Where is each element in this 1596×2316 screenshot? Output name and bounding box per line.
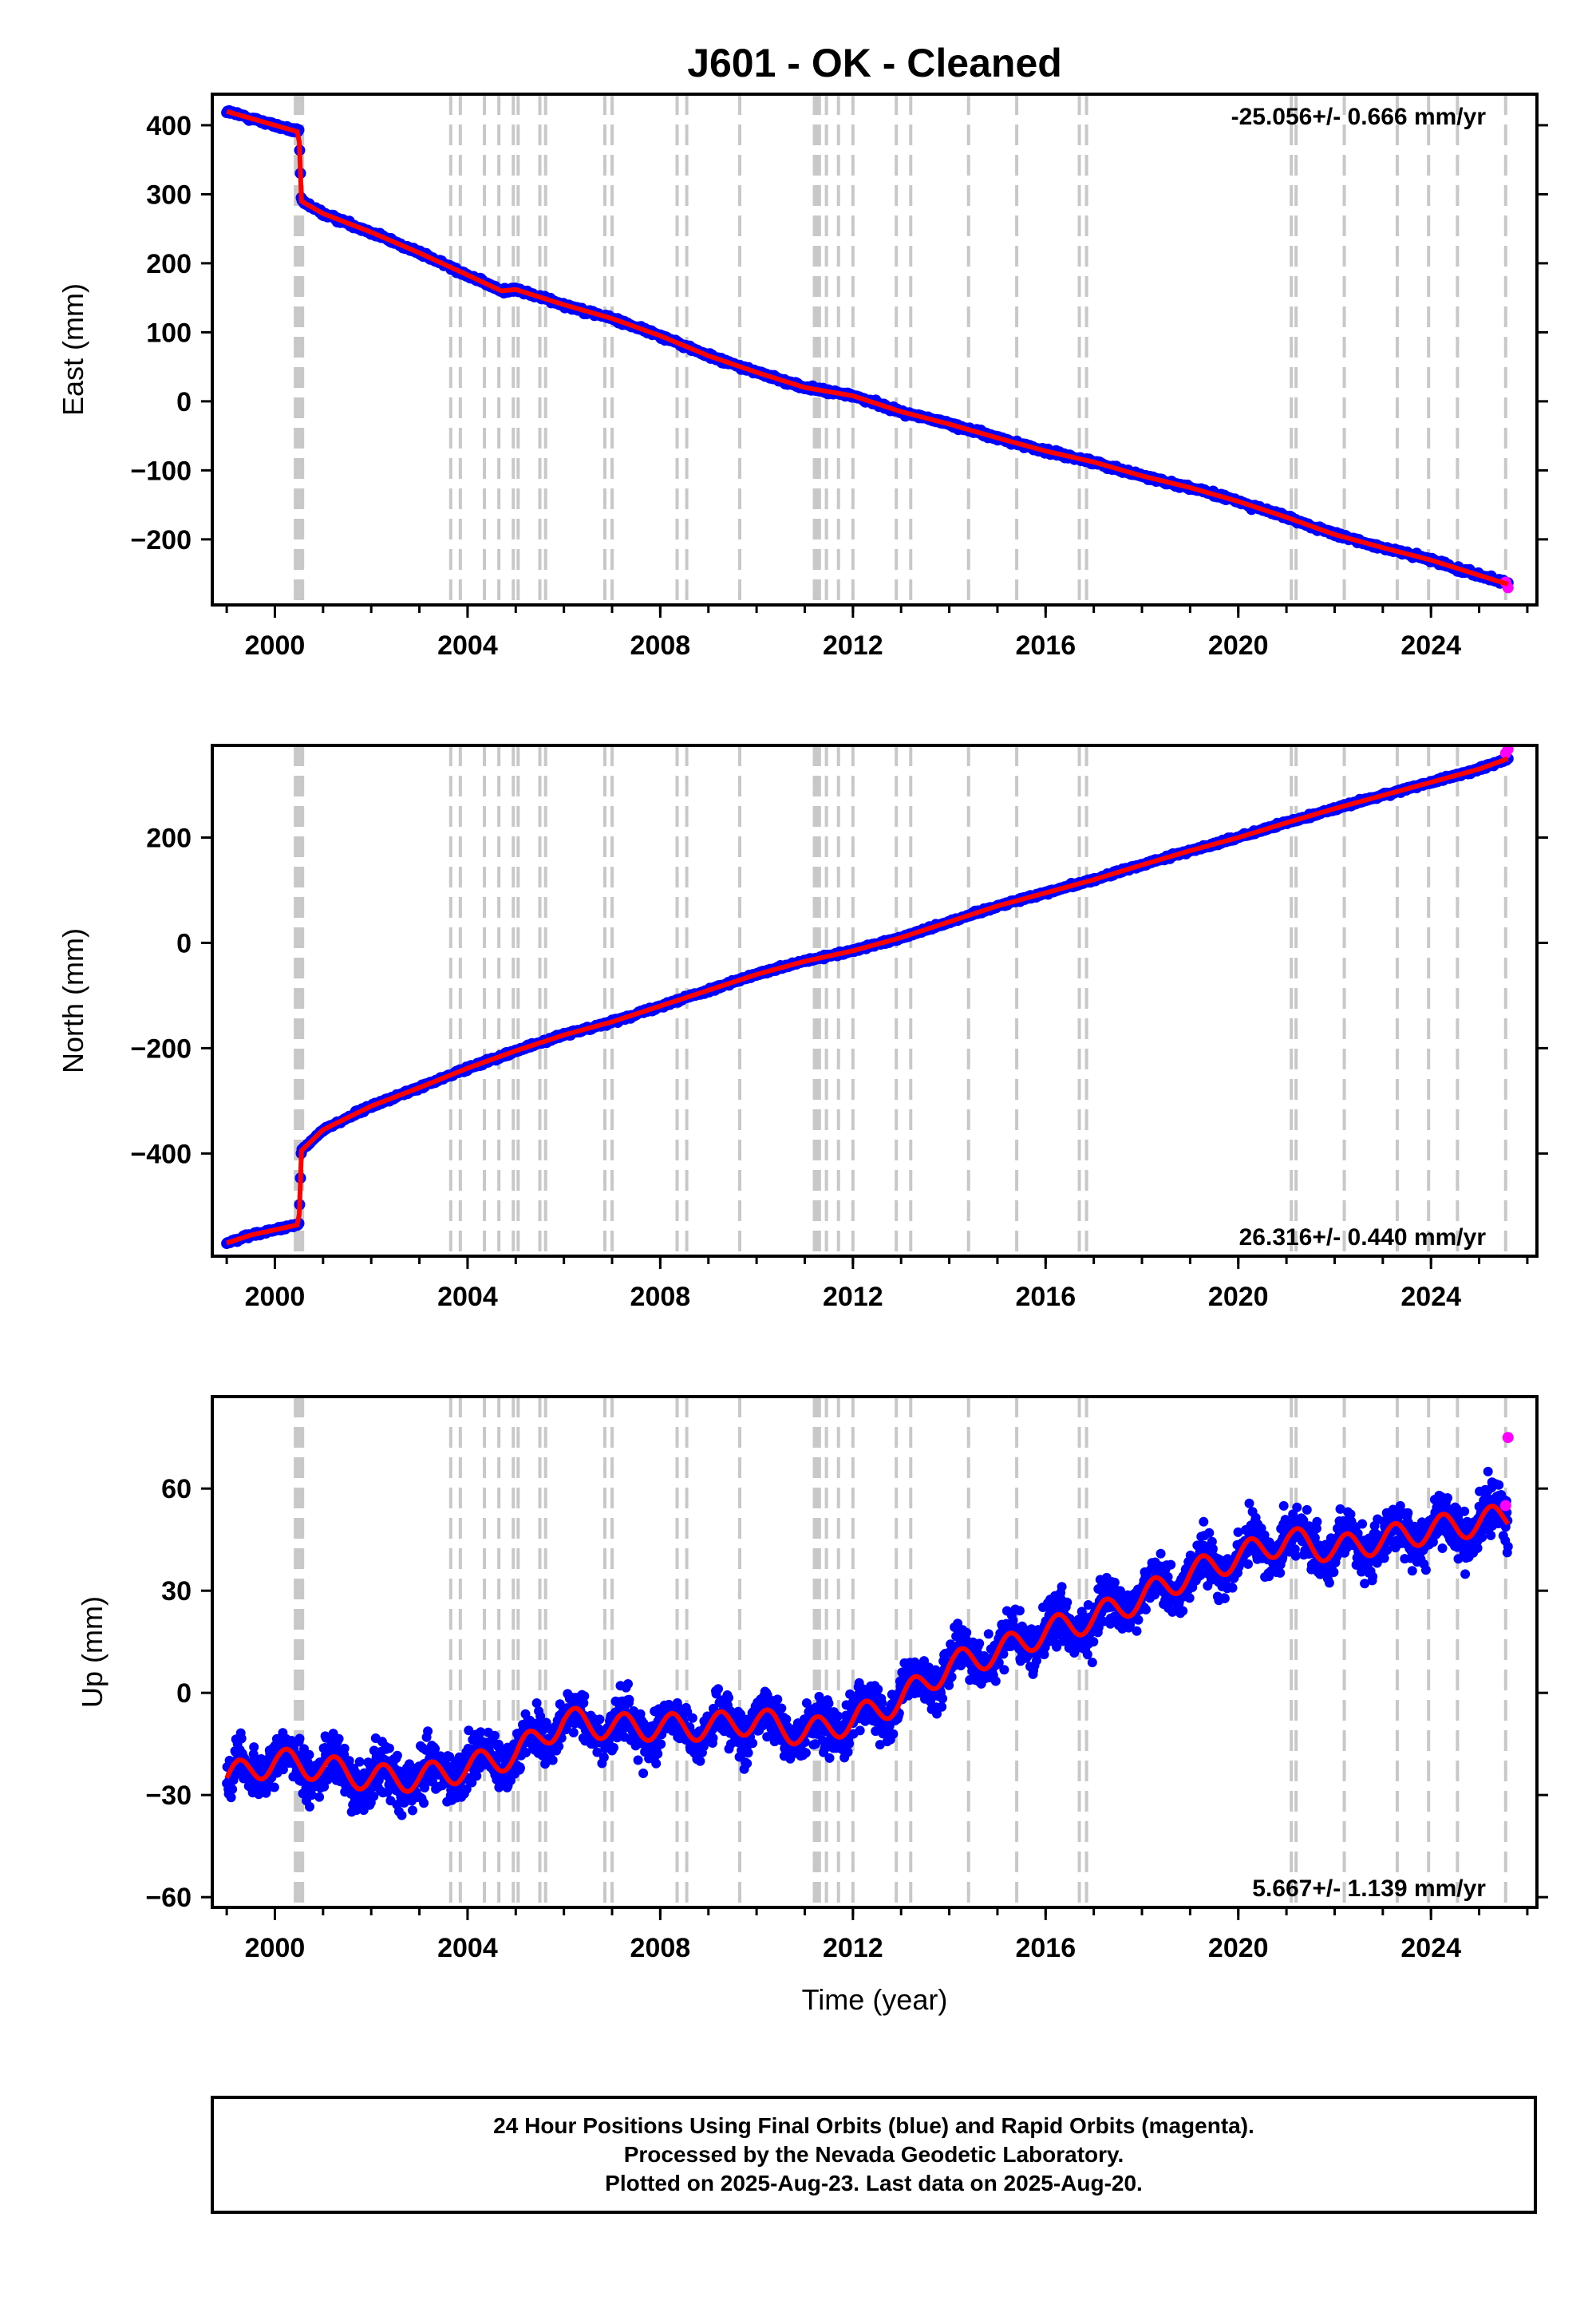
x-tick-label: 2012 [823, 630, 883, 661]
rapid-orbit-points [1499, 745, 1514, 759]
rapid-orbit-points [1499, 1432, 1514, 1512]
plot-frame [211, 744, 1539, 1258]
x-tick-label: 2008 [630, 630, 691, 661]
event-lines [294, 745, 1507, 1256]
velocity-label: -25.056+/- 0.666 mm/yr [1231, 104, 1487, 130]
up-panel: 60 30 0 −30 −60 2000 2004 2008 2012 2016 2020 2024 U… [76, 1395, 1548, 2016]
x-tick-label: 2024 [1400, 630, 1461, 661]
y-tick-label: −100 [130, 456, 192, 486]
y-tick-label: −400 [130, 1139, 192, 1169]
x-axis: 2000 2004 2008 2012 2016 2020 2024 [225, 1256, 1529, 1312]
x-tick-label: 2024 [1400, 1933, 1461, 1963]
final-orbit-dots [222, 1466, 1513, 1820]
x-tick-label: 2020 [1208, 1933, 1269, 1963]
plot-frame [211, 1395, 1539, 1909]
model-fit-line [224, 1504, 1511, 1794]
x-tick-label: 2008 [630, 1933, 691, 1963]
final-orbit-dots [221, 753, 1514, 1250]
y-axis-label: East (mm) [57, 283, 89, 416]
x-axis: 2000 2004 2008 2012 2016 2020 2024 [225, 1907, 1529, 1963]
y-tick-label: 200 [146, 823, 192, 853]
x-tick-label: 2000 [245, 1933, 306, 1963]
x-tick-label: 2016 [1015, 630, 1076, 661]
caption-line-1: 24 Hour Positions Using Final Orbits (bl… [493, 2113, 1254, 2138]
x-axis-label: Time (year) [802, 1983, 948, 2016]
x-tick-label: 2004 [437, 1282, 498, 1312]
x-tick-label: 2012 [823, 1933, 883, 1963]
y-tick-label: 0 [176, 928, 192, 958]
figure-title: J601 - OK - Cleaned [687, 41, 1062, 85]
model-fit-line [226, 109, 1509, 587]
y-axis: 400 300 200 100 0 −100 −200 [130, 111, 1548, 555]
y-tick-label: 200 [146, 249, 192, 279]
y-tick-label: 0 [176, 1678, 192, 1709]
y-tick-label: −60 [145, 1883, 192, 1913]
y-tick-label: 0 [176, 387, 192, 417]
final-orbit-points [222, 1466, 1513, 1820]
y-tick-label: 30 [161, 1576, 192, 1607]
final-orbit-points [221, 753, 1514, 1250]
x-tick-label: 2000 [245, 630, 306, 661]
y-tick-label: −200 [130, 525, 192, 555]
x-tick-label: 2016 [1015, 1933, 1076, 1963]
final-orbit-points [221, 105, 1514, 591]
rapid-orbit-dot [1499, 1500, 1511, 1512]
x-tick-label: 2020 [1208, 1282, 1269, 1312]
plot-frame [211, 93, 1539, 607]
velocity-label: 5.667+/- 1.139 mm/yr [1252, 1875, 1486, 1902]
y-axis-label: Up (mm) [76, 1596, 109, 1708]
rapid-orbit-dot [1502, 745, 1514, 755]
x-tick-label: 2000 [245, 1282, 306, 1312]
x-tick-label: 2024 [1400, 1282, 1461, 1312]
y-axis: 60 30 0 −30 −60 [145, 1474, 1548, 1913]
velocity-label: 26.316+/- 0.440 mm/yr [1239, 1224, 1487, 1251]
y-tick-label: −30 [145, 1780, 192, 1811]
east-panel: 400 300 200 100 0 −100 −200 2000 2004 2008 2012 201… [57, 93, 1548, 661]
final-orbit-dots [221, 105, 1514, 591]
x-tick-label: 2012 [823, 1282, 883, 1312]
x-axis: 2000 2004 2008 2012 2016 2020 2024 [225, 605, 1529, 661]
rapid-orbit-dot [1502, 1432, 1514, 1444]
y-tick-label: 300 [146, 180, 192, 210]
y-axis: 200 0 −200 −400 [130, 823, 1548, 1169]
event-lines [294, 1397, 1507, 1907]
y-tick-label: 60 [161, 1474, 192, 1504]
y-axis-label: North (mm) [57, 928, 89, 1073]
event-lines [294, 94, 1507, 605]
caption-box: 24 Hour Positions Using Final Orbits (bl… [211, 2096, 1537, 2214]
x-tick-label: 2016 [1015, 1282, 1076, 1312]
y-tick-label: 400 [146, 111, 192, 141]
x-tick-label: 2008 [630, 1282, 691, 1312]
caption-line-2: Processed by the Nevada Geodetic Laborat… [623, 2142, 1124, 2167]
model-fit-line [226, 756, 1509, 1246]
y-tick-label: −200 [130, 1034, 192, 1064]
x-tick-label: 2020 [1208, 630, 1269, 661]
x-tick-label: 2004 [437, 1933, 498, 1963]
caption-line-3: Plotted on 2025-Aug-23. Last data on 202… [605, 2171, 1143, 2195]
y-tick-label: 100 [146, 318, 192, 348]
x-tick-label: 2004 [437, 630, 498, 661]
